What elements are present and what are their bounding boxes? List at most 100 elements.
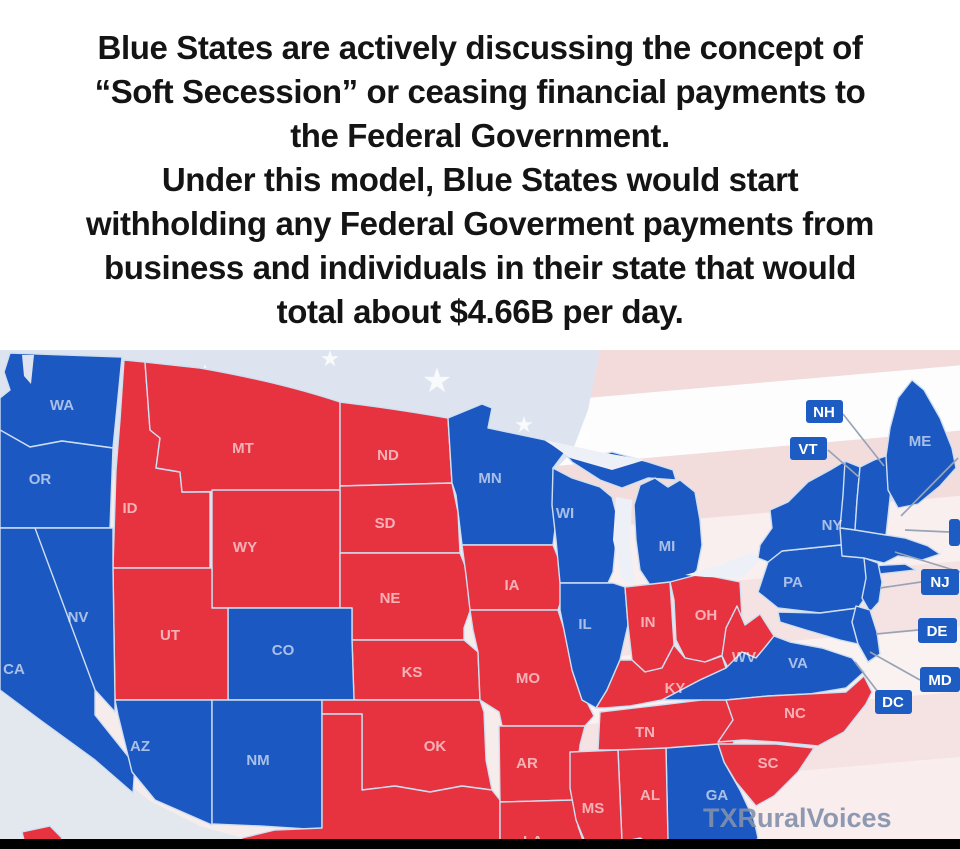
- leader-nh: [842, 413, 885, 467]
- state-label-ut: UT: [160, 627, 180, 644]
- state-label-oh: OH: [695, 607, 718, 624]
- leader-dc: [854, 661, 879, 693]
- callout-nj-label: NJ: [930, 574, 949, 591]
- state-me: [885, 379, 957, 509]
- state-label-wa: WA: [50, 397, 74, 414]
- callout-nh: NH: [806, 400, 843, 423]
- state-label-nm: NM: [246, 752, 269, 769]
- state-label-ok: OK: [424, 738, 447, 755]
- headline-line: Blue States are actively discussing the …: [97, 29, 863, 66]
- state-nj: [861, 557, 883, 613]
- state-label-mi: MI: [659, 538, 676, 555]
- state-or: [0, 429, 114, 529]
- state-ne: [339, 552, 475, 641]
- state-label-az: AZ: [130, 738, 150, 755]
- star-icon: ★: [576, 428, 594, 450]
- star-icon: ★: [422, 362, 452, 400]
- state-label-ne: NE: [380, 590, 401, 607]
- lake-erie: [685, 552, 760, 578]
- state-label-ms: MS: [582, 800, 605, 817]
- state-label-co: CO: [272, 642, 295, 659]
- callout-dc: DC: [875, 690, 912, 714]
- state-label-il: IL: [578, 616, 591, 633]
- bottom-black-bar: [0, 839, 960, 849]
- state-wi: [551, 467, 619, 584]
- callout-lines: [827, 413, 960, 693]
- lake-michigan: [613, 497, 636, 585]
- leader-md: [869, 651, 921, 681]
- callout-nj: NJ: [921, 569, 959, 595]
- state-ma-ct-ri: [839, 527, 941, 564]
- state-label-nv: NV: [68, 609, 89, 626]
- state-ca: [0, 527, 136, 794]
- state-label-mo: MO: [516, 670, 540, 687]
- puget-sound: [22, 355, 34, 384]
- leader-edge-2: [904, 529, 950, 533]
- state-tx: [241, 713, 501, 849]
- leader-vt: [827, 449, 861, 479]
- state-label-wi: WI: [556, 505, 574, 522]
- state-ms: [569, 749, 623, 849]
- star-icon: ★: [514, 412, 534, 437]
- state-label-id: ID: [123, 500, 138, 517]
- callout-vt-label: VT: [798, 441, 817, 458]
- state-label-me: ME: [909, 433, 932, 450]
- leader-edge-1: [900, 457, 959, 517]
- state-label-tn: TN: [635, 724, 655, 741]
- state-delmarva: [851, 605, 881, 663]
- callout-md-label: MD: [928, 672, 951, 689]
- state-label-wy: WY: [233, 539, 257, 556]
- state-nm: [211, 699, 323, 831]
- state-label-ny: NY: [822, 517, 843, 534]
- callout-de: DE: [918, 618, 957, 643]
- state-ga: [665, 743, 759, 849]
- state-mi: [633, 477, 703, 586]
- leader-nj: [879, 581, 922, 589]
- state-label-ia: IA: [505, 577, 520, 594]
- headline-line: the Federal Government.: [290, 117, 670, 154]
- state-label-ar: AR: [516, 755, 538, 772]
- leader-edge-3: [894, 551, 960, 573]
- ocean: [0, 475, 242, 849]
- callout-cutoff: [949, 519, 960, 546]
- states-layer: [0, 352, 957, 849]
- state-label-va: VA: [788, 655, 808, 672]
- state-mt: [144, 361, 341, 493]
- state-label-ca: CA: [3, 661, 25, 678]
- state-label-pa: PA: [783, 574, 803, 591]
- state-label-nc: NC: [784, 705, 806, 722]
- headline-line: withholding any Federal Goverment paymen…: [85, 205, 874, 242]
- state-label-ky: KY: [665, 680, 686, 697]
- state-label-nd: ND: [377, 447, 399, 464]
- state-label-in: IN: [641, 614, 656, 631]
- callout-de-label: DE: [927, 623, 948, 640]
- headline-line: business and individuals in their state …: [104, 249, 856, 286]
- state-label-al: AL: [640, 787, 660, 804]
- headline-line: Under this model, Blue States would star…: [161, 161, 799, 198]
- us-map: ★ ★ ★ ★ ★ ★: [0, 275, 960, 849]
- leader-de: [875, 629, 919, 635]
- state-label-mt: MT: [232, 440, 254, 457]
- callout-dc-label: DC: [882, 694, 904, 711]
- headline: Blue States are actively discussing the …: [0, 0, 960, 350]
- callout-nh-label: NH: [813, 404, 835, 421]
- callout-md: MD: [920, 667, 960, 692]
- state-label-ga: GA: [706, 787, 729, 804]
- star-icon: ★: [320, 350, 340, 371]
- state-ky: [595, 644, 727, 709]
- lakes-layer: [545, 440, 760, 585]
- headline-line: total about $4.66B per day.: [276, 293, 684, 330]
- state-label-sd: SD: [375, 515, 396, 532]
- headline-line: “Soft Secession” or ceasing financial pa…: [94, 73, 866, 110]
- state-label-wv: WV: [732, 649, 756, 666]
- lake-superior: [545, 440, 645, 470]
- state-label-ks: KS: [402, 664, 423, 681]
- state-nc: [717, 675, 873, 747]
- state-label-mn: MN: [478, 470, 501, 487]
- state-wy: [211, 489, 341, 609]
- state-sd: [339, 482, 461, 554]
- watermark: TXRuralVoices: [703, 803, 892, 833]
- state-label-sc: SC: [758, 755, 779, 772]
- state-label-or: OR: [29, 471, 52, 488]
